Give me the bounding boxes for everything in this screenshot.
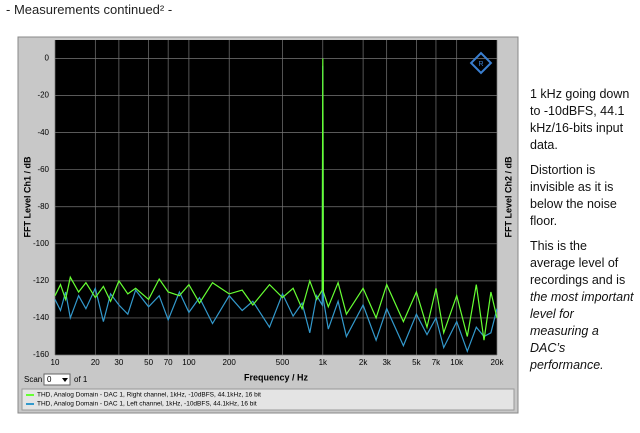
series-line bbox=[54, 58, 498, 341]
scan-value: 0 bbox=[47, 375, 52, 384]
y-tick-label: -20 bbox=[37, 91, 49, 100]
x-tick-label: 7k bbox=[432, 358, 441, 367]
y2-axis-label: FFT Level Ch2 / dB bbox=[503, 156, 513, 238]
scan-label: Scan bbox=[24, 375, 42, 384]
x-tick-label: 500 bbox=[276, 358, 290, 367]
x-tick-label: 70 bbox=[164, 358, 173, 367]
x-tick-label: 1k bbox=[319, 358, 328, 367]
y-tick-label: -160 bbox=[33, 350, 50, 359]
y-tick-label: -100 bbox=[33, 239, 50, 248]
x-tick-label: 2k bbox=[359, 358, 368, 367]
x-tick-label: 3k bbox=[382, 358, 391, 367]
x-tick-label: 10 bbox=[51, 358, 60, 367]
x-tick-label: 30 bbox=[114, 358, 123, 367]
logo: R bbox=[469, 51, 493, 75]
scan-field[interactable] bbox=[43, 373, 71, 386]
x-tick-label: 5k bbox=[412, 358, 421, 367]
x-tick-label: 20 bbox=[91, 358, 100, 367]
note-emphasis: the most important level for measuring a… bbox=[530, 290, 634, 372]
y-tick-label: -140 bbox=[33, 313, 50, 322]
scan-of: of 1 bbox=[74, 375, 88, 384]
y-tick-label: -40 bbox=[37, 128, 49, 137]
x-axis-label: Frequency / Hz bbox=[244, 372, 309, 382]
svg-text:R: R bbox=[478, 61, 483, 68]
y-axis-label: FFT Level Ch1 / dB bbox=[22, 156, 32, 238]
plot-area bbox=[55, 40, 497, 355]
x-tick-label: 100 bbox=[182, 358, 196, 367]
note: This is the average level of recordings … bbox=[530, 238, 635, 374]
y-tick-label: 0 bbox=[45, 54, 50, 63]
header: - Measurements continued² - bbox=[6, 2, 173, 17]
x-tick-label: 50 bbox=[144, 358, 153, 367]
y-tick-label: -120 bbox=[33, 276, 50, 285]
note: Distortion is invisible as it is below t… bbox=[530, 163, 617, 228]
x-tick-label: 200 bbox=[223, 358, 237, 367]
legend-label: THD, Analog Domain - DAC 1, Left channel… bbox=[37, 401, 257, 408]
x-tick-label: 20k bbox=[491, 358, 505, 367]
note: 1 kHz going down to -10dBFS, 44.1 kHz/16… bbox=[530, 87, 630, 152]
legend bbox=[21, 388, 515, 411]
x-tick-label: 10k bbox=[450, 358, 464, 367]
note-text: This is the average level of recordings … bbox=[530, 239, 626, 287]
legend-label: THD, Analog Domain - DAC 1, Right channe… bbox=[37, 392, 261, 399]
notes: 1 kHz going down to -10dBFS, 44.1 kHz/16… bbox=[530, 86, 635, 382]
dropdown-arrow bbox=[62, 378, 68, 382]
y-tick-label: -80 bbox=[37, 202, 49, 211]
y-tick-label: -60 bbox=[37, 165, 49, 174]
